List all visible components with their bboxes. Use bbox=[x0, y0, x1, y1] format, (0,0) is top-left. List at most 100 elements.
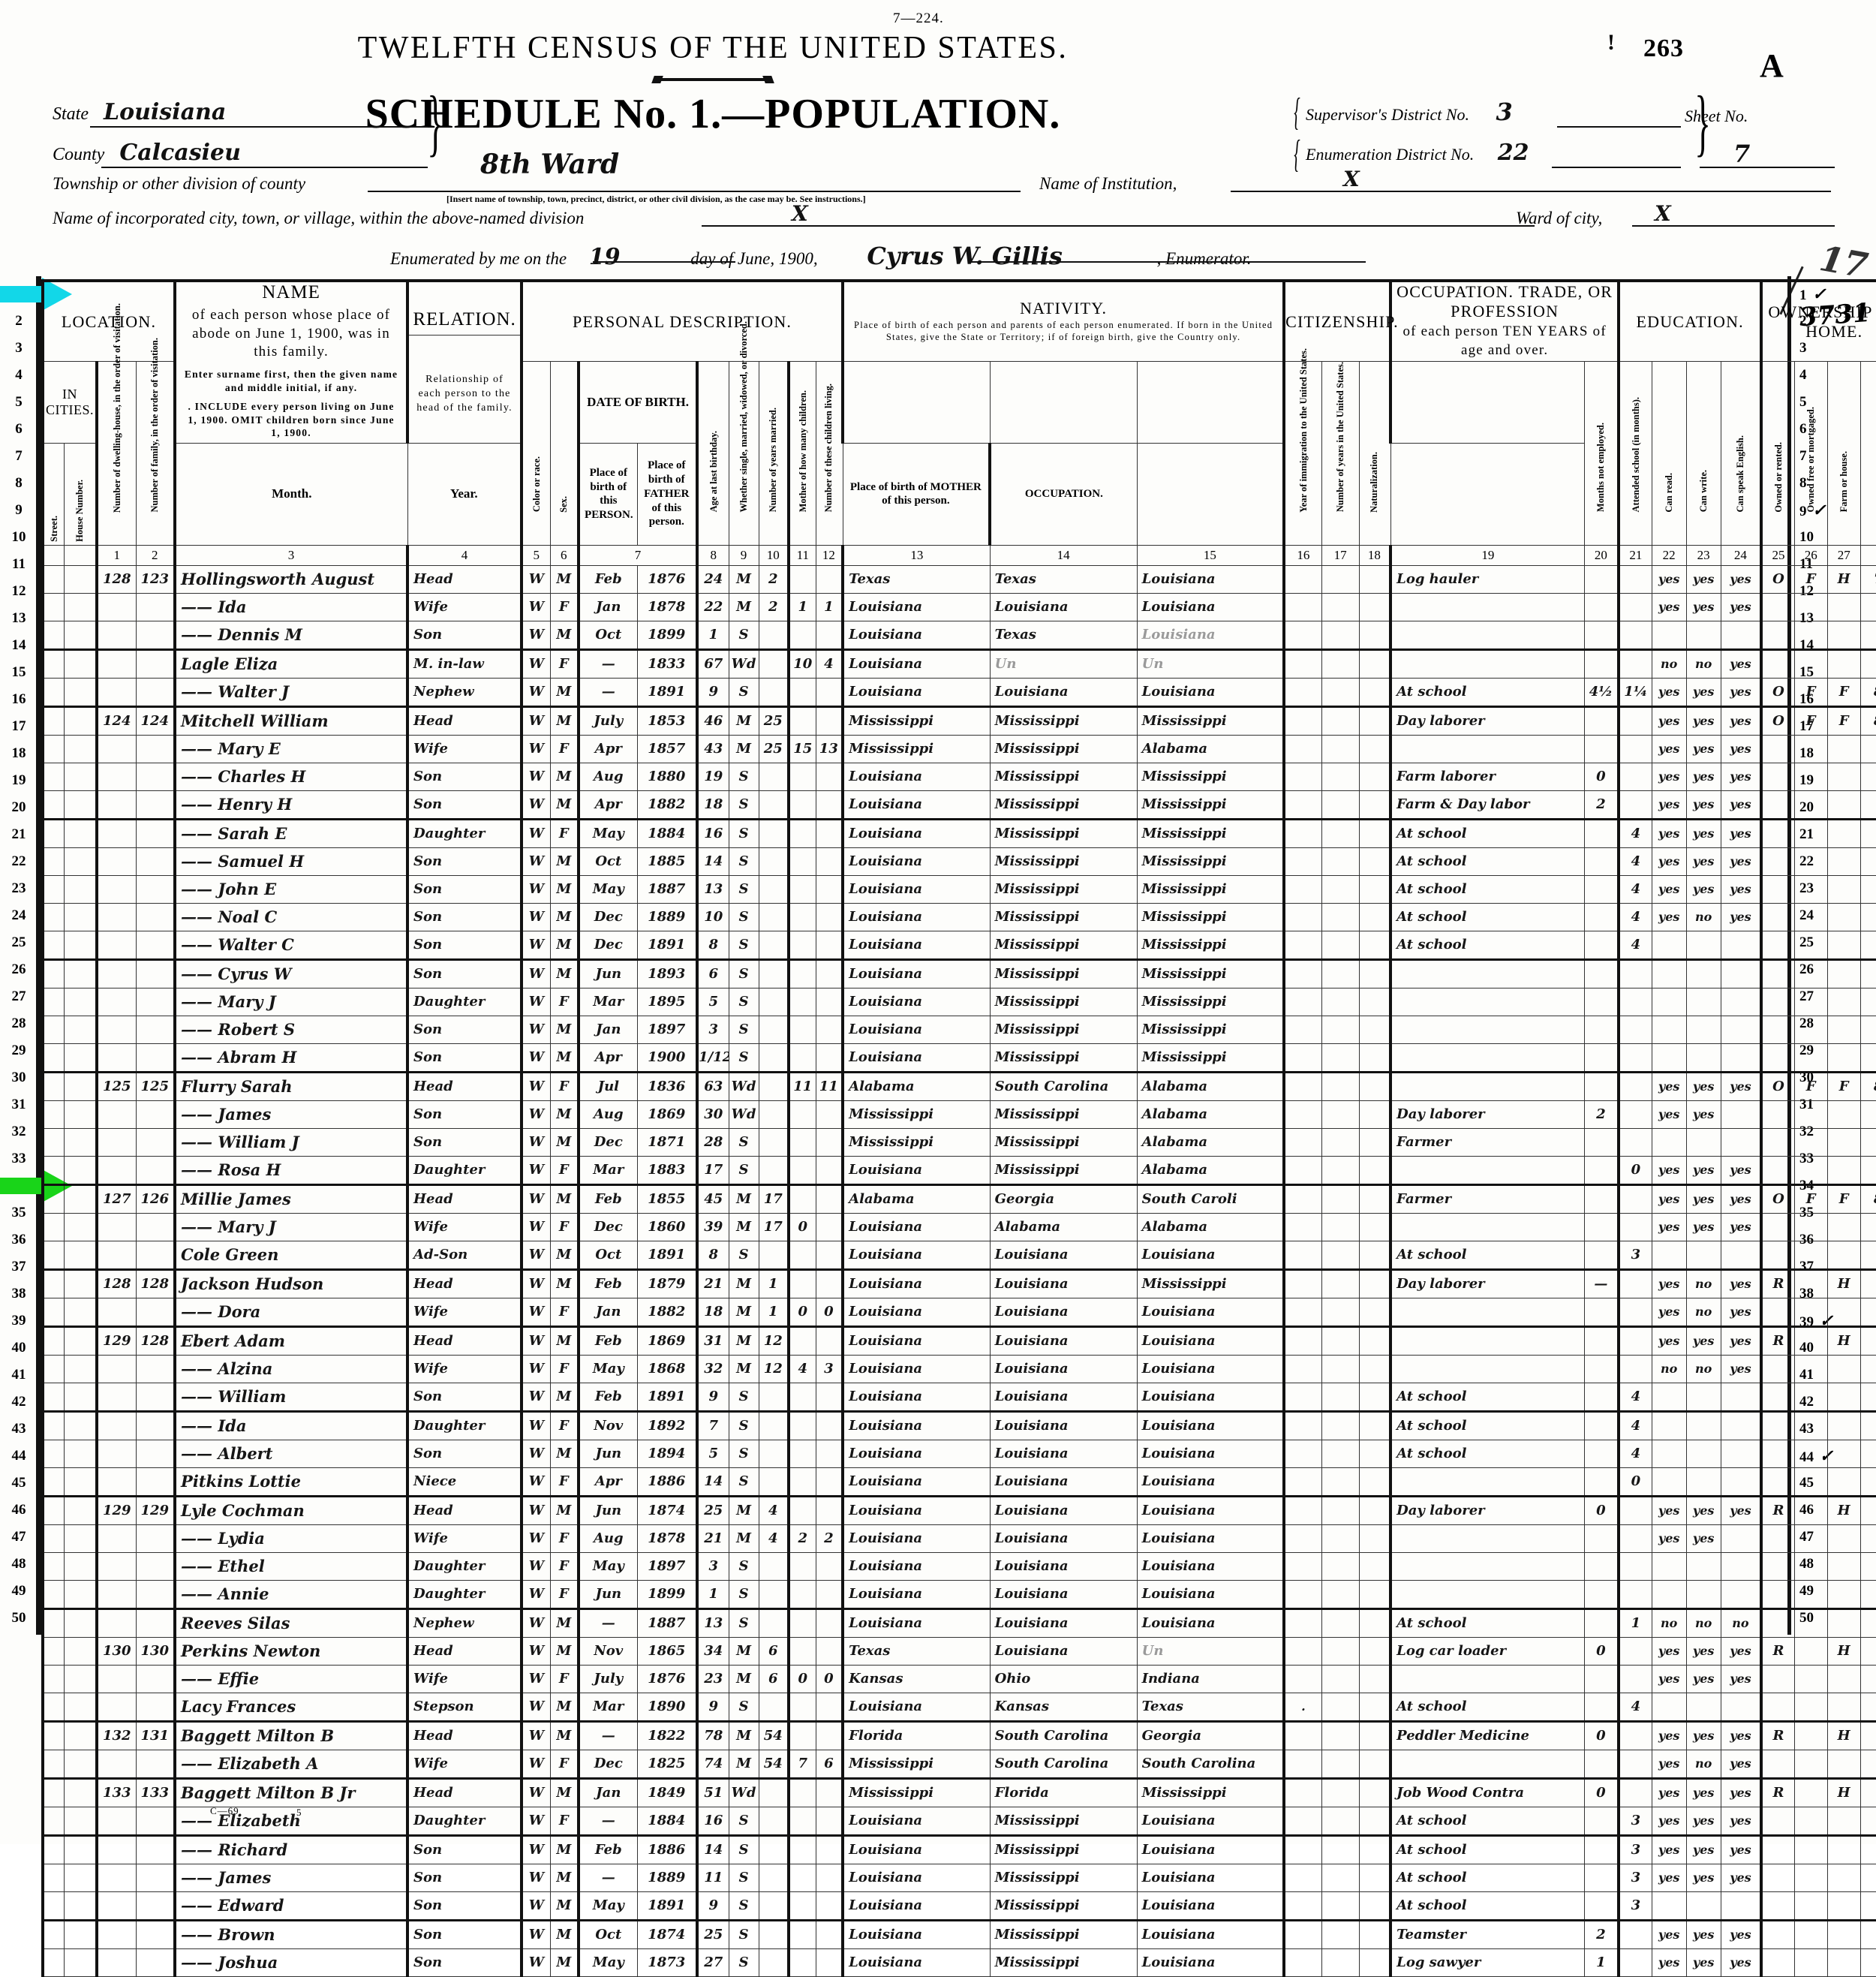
cell-yrs bbox=[758, 1834, 789, 1864]
cell-free bbox=[1793, 762, 1828, 791]
cell-value: 54 bbox=[763, 1755, 783, 1771]
cell-mpob: Louisiana bbox=[1136, 620, 1285, 651]
cell-sex: M bbox=[549, 1863, 579, 1892]
cell-imm bbox=[1282, 1948, 1322, 1977]
cell-bmonth: Oct bbox=[577, 1240, 638, 1271]
cell-school: 0 bbox=[1617, 1155, 1652, 1186]
cell-value: At school bbox=[1396, 1698, 1467, 1714]
cell-farm bbox=[1826, 1155, 1861, 1186]
cell-school bbox=[1617, 706, 1652, 736]
cell-free bbox=[1793, 874, 1828, 904]
cell-school: 4 bbox=[1617, 902, 1652, 931]
cell-value: 128 bbox=[102, 1275, 131, 1292]
cell-farmno bbox=[1859, 1551, 1876, 1581]
cell-family bbox=[135, 1354, 176, 1383]
cell-farm bbox=[1826, 847, 1861, 876]
cell-nat bbox=[1358, 1268, 1391, 1298]
cell-value: 132 bbox=[102, 1727, 131, 1744]
cell-value: 1891 bbox=[648, 683, 686, 700]
cell-school bbox=[1617, 1919, 1652, 1949]
cell-yrs: 4 bbox=[758, 1495, 789, 1525]
cell-imm bbox=[1282, 987, 1322, 1016]
cell-free: F bbox=[1793, 1071, 1828, 1101]
cell-value: W bbox=[528, 768, 544, 784]
cell-speak: yes bbox=[1720, 902, 1762, 931]
cell-marital: M bbox=[728, 1212, 759, 1241]
cell-read: yes bbox=[1651, 1948, 1687, 1977]
col-head-birth-month: Month. bbox=[173, 442, 408, 546]
cell-mnemp bbox=[1583, 1608, 1619, 1638]
cell-value: yes bbox=[1692, 1927, 1715, 1942]
cell-value: Feb bbox=[594, 1275, 622, 1292]
cell-family bbox=[135, 677, 176, 708]
cell-value: 0 bbox=[1596, 1502, 1606, 1518]
cell-value: yes bbox=[1692, 769, 1715, 784]
cell-value: 1873 bbox=[648, 1954, 686, 1970]
cell-value: Perkins Newton bbox=[181, 1641, 321, 1660]
table-row: —— Elizabeth A Wife W F Dec 1825 74 M 54 7 6 Missis… bbox=[41, 1749, 1876, 1780]
cell-value: May bbox=[592, 880, 624, 897]
cell-farm bbox=[1826, 1467, 1861, 1497]
cell-value: 6 bbox=[824, 1755, 834, 1771]
cell-living: 3 bbox=[815, 1354, 843, 1383]
cell-occupation: At school bbox=[1389, 847, 1585, 876]
cell-relation: Son bbox=[406, 1043, 522, 1073]
col-head-can-write: Can write. bbox=[1685, 361, 1721, 546]
cell-pob: Mississippi bbox=[841, 734, 991, 763]
cell-value: S bbox=[738, 796, 749, 812]
cell-dwelling bbox=[95, 790, 137, 820]
cell-value: yes bbox=[1730, 1870, 1751, 1885]
cell-bmonth: May bbox=[577, 818, 638, 848]
cell-write bbox=[1685, 987, 1721, 1016]
cell-children bbox=[787, 1268, 816, 1298]
cell-farm bbox=[1826, 620, 1861, 651]
cell-fpob: Mississippi bbox=[989, 1948, 1138, 1977]
cell-race: W bbox=[520, 706, 551, 736]
cell-value: 129 bbox=[102, 1502, 131, 1518]
cell-mpob: Louisiana bbox=[1136, 1495, 1285, 1525]
cell-write: no bbox=[1685, 1354, 1721, 1383]
cell-sex: M bbox=[549, 1692, 579, 1723]
cell-value: 133 bbox=[102, 1784, 131, 1801]
cell-value: —— John E bbox=[181, 879, 277, 898]
cell-yrsus bbox=[1321, 1071, 1360, 1101]
cell-living bbox=[815, 564, 843, 594]
cell-value: 0 bbox=[798, 1670, 808, 1687]
cell-living: 1 bbox=[815, 592, 843, 621]
cell-own bbox=[1760, 1692, 1795, 1723]
cell-value: 11 bbox=[793, 1078, 813, 1094]
cell-farmno bbox=[1859, 1439, 1876, 1468]
cell-imm bbox=[1282, 1297, 1322, 1328]
cell-fpob: Mississippi bbox=[989, 1891, 1138, 1921]
cell-bmonth: Jan bbox=[577, 592, 638, 621]
cell-value: 4 bbox=[1631, 1698, 1641, 1714]
cell-value: yes bbox=[1658, 1503, 1680, 1518]
table-row: —— Joshua Son W M May 1873 27 S Louisiana Mississ… bbox=[41, 1948, 1876, 1977]
cell-sex: M bbox=[549, 1720, 579, 1750]
cell-children: 10 bbox=[787, 648, 816, 679]
cell-free bbox=[1793, 648, 1828, 679]
table-row: —— Dennis M Son W M Oct 1899 1 S Louisiana Texas L… bbox=[41, 620, 1876, 651]
cell-value: F bbox=[558, 1078, 569, 1094]
cell-value: Daughter bbox=[413, 1557, 486, 1574]
cell-write: yes bbox=[1685, 1184, 1721, 1214]
cell-value: 129 bbox=[102, 1332, 131, 1349]
cell-farm bbox=[1826, 734, 1861, 763]
cell-relation: Daughter bbox=[406, 1579, 522, 1610]
cell-dwelling bbox=[95, 1240, 137, 1271]
cell-school: 4 bbox=[1617, 874, 1652, 904]
cell-name: Cole Green bbox=[173, 1240, 408, 1271]
spacer-nativity-father bbox=[989, 361, 1138, 444]
cell-value: 31 bbox=[704, 1332, 723, 1349]
cell-family bbox=[135, 1382, 176, 1413]
cell-dwelling bbox=[95, 734, 137, 763]
cell-relation: Son bbox=[406, 1919, 522, 1949]
line-number-left: 50 bbox=[11, 1610, 26, 1626]
cell-value: yes bbox=[1658, 1106, 1680, 1121]
cell-yrsus bbox=[1321, 1608, 1360, 1638]
cell-relation: Daughter bbox=[406, 987, 522, 1016]
cell-imm bbox=[1282, 564, 1322, 594]
cell-name: —— Lydia bbox=[173, 1524, 408, 1553]
cell-living bbox=[815, 1212, 843, 1241]
cell-read: yes bbox=[1651, 874, 1687, 904]
